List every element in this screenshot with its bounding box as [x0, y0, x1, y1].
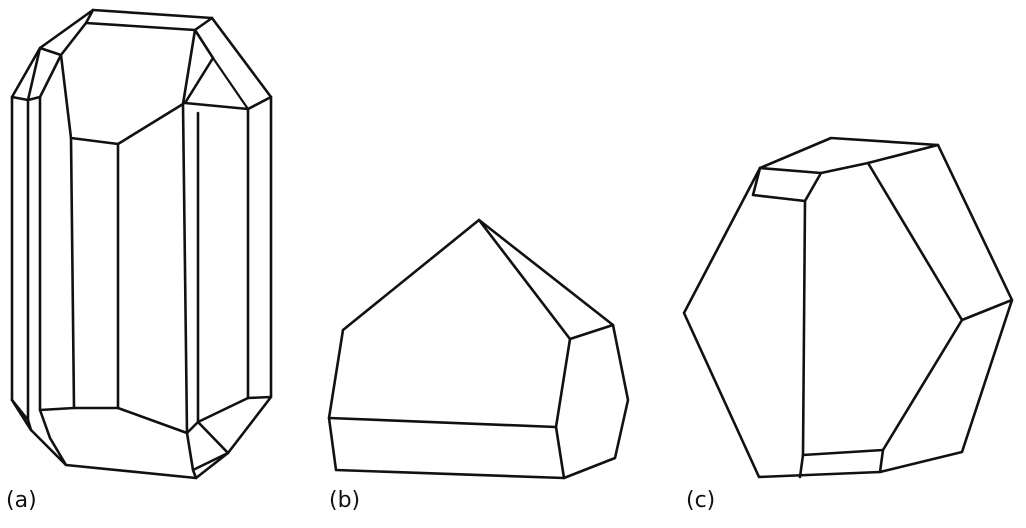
crystal-b-front-edge — [554, 337, 572, 480]
crystal-a-prism-edges — [26, 95, 250, 435]
crystal-c-bottom-facet — [798, 448, 885, 479]
crystal-c-right-edge — [960, 298, 1014, 322]
crystal-a-top-cap — [84, 8, 214, 32]
crystal-a-left-bevel-top — [10, 46, 63, 102]
crystal-a-bottom-facets — [10, 395, 273, 480]
panel-label-a: (a) — [6, 488, 37, 513]
crystal-c-outline — [682, 136, 1014, 479]
crystal-b-outline — [327, 218, 630, 480]
crystal-c — [682, 136, 1014, 479]
crystal-c-top-face — [758, 143, 940, 175]
panel-label-c: (c) — [686, 488, 716, 513]
crystal-a-outline — [10, 8, 273, 480]
crystal-b — [327, 218, 630, 480]
crystal-a — [10, 8, 273, 480]
crystal-a-right-bevel-top — [183, 28, 273, 111]
crystal-c-upper-left-facet — [751, 166, 823, 203]
crystal-a-top-face — [59, 21, 197, 146]
crystal-c-front-face — [801, 161, 964, 457]
panel-label-b: (b) — [329, 488, 361, 513]
crystal-a-right-bevel-line — [211, 56, 250, 111]
crystal-b-base-band — [327, 416, 558, 429]
crystal-b-ridge — [477, 218, 615, 341]
